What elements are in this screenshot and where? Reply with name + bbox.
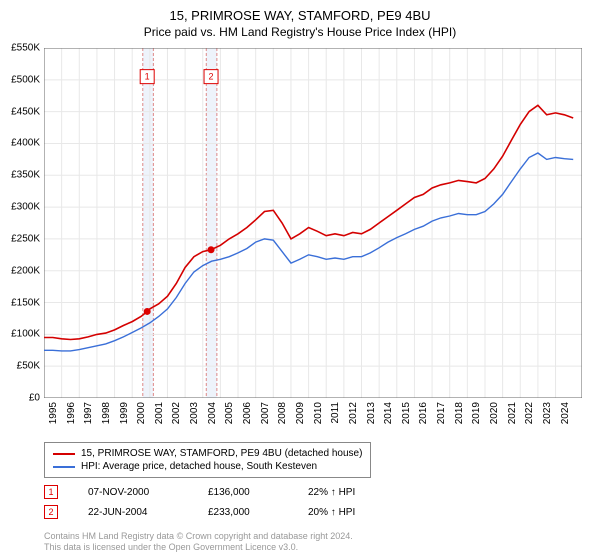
sale-price: £136,000: [208, 487, 278, 498]
sale-price: £233,000: [208, 507, 278, 518]
chart-plot-area: 12: [44, 48, 582, 398]
svg-text:1: 1: [145, 72, 150, 82]
legend-label: 15, PRIMROSE WAY, STAMFORD, PE9 4BU (det…: [81, 448, 362, 459]
sales-table: 1 07-NOV-2000 £136,000 22% ↑ HPI 2 22-JU…: [44, 482, 355, 522]
legend-swatch: [53, 453, 75, 455]
chart-legend: 15, PRIMROSE WAY, STAMFORD, PE9 4BU (det…: [44, 442, 371, 478]
y-tick-label: £50K: [2, 361, 40, 372]
sale-date: 07-NOV-2000: [88, 487, 178, 498]
sale-marker: 2: [44, 505, 58, 519]
y-tick-label: £0: [2, 393, 40, 404]
legend-item: 15, PRIMROSE WAY, STAMFORD, PE9 4BU (det…: [53, 447, 362, 460]
sale-delta: 22% ↑ HPI: [308, 487, 355, 498]
y-tick-label: £250K: [2, 233, 40, 244]
legend-swatch: [53, 466, 75, 468]
y-tick-label: £300K: [2, 202, 40, 213]
sale-row: 2 22-JUN-2004 £233,000 20% ↑ HPI: [44, 502, 355, 522]
legend-label: HPI: Average price, detached house, Sout…: [81, 461, 317, 472]
chart-subtitle: Price paid vs. HM Land Registry's House …: [0, 23, 600, 39]
y-tick-label: £200K: [2, 265, 40, 276]
legend-item: HPI: Average price, detached house, Sout…: [53, 460, 362, 473]
y-tick-label: £400K: [2, 138, 40, 149]
attribution-line: This data is licensed under the Open Gov…: [44, 542, 353, 554]
chart-container: 15, PRIMROSE WAY, STAMFORD, PE9 4BU Pric…: [0, 0, 600, 560]
sale-marker: 1: [44, 485, 58, 499]
y-tick-label: £100K: [2, 329, 40, 340]
chart-svg: 12: [44, 48, 582, 398]
chart-title: 15, PRIMROSE WAY, STAMFORD, PE9 4BU: [0, 0, 600, 23]
sale-row: 1 07-NOV-2000 £136,000 22% ↑ HPI: [44, 482, 355, 502]
y-tick-label: £500K: [2, 74, 40, 85]
y-tick-label: £350K: [2, 170, 40, 181]
y-tick-label: £450K: [2, 106, 40, 117]
attribution-line: Contains HM Land Registry data © Crown c…: [44, 531, 353, 543]
y-tick-label: £550K: [2, 43, 40, 54]
x-tick-label: 2024: [560, 402, 600, 432]
sale-date: 22-JUN-2004: [88, 507, 178, 518]
y-tick-label: £150K: [2, 297, 40, 308]
svg-text:2: 2: [209, 72, 214, 82]
sale-delta: 20% ↑ HPI: [308, 507, 355, 518]
attribution-text: Contains HM Land Registry data © Crown c…: [44, 531, 353, 554]
